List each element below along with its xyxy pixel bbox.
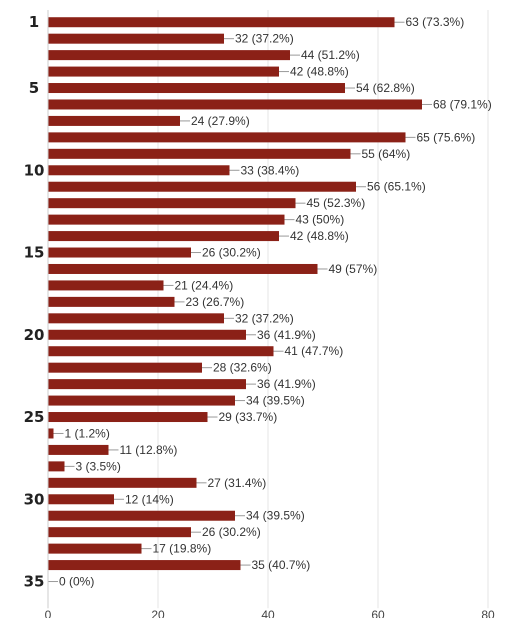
bar [48,115,180,126]
y-tick-label: 20 [24,326,45,344]
data-label: 23 (26.7%) [186,295,245,309]
data-label: 17 (19.8%) [153,542,212,556]
bar [48,165,230,176]
bar [48,83,345,94]
data-label: 42 (48.8%) [290,65,349,79]
bar [48,477,197,488]
data-label: 36 (41.9%) [257,328,316,342]
y-tick-label: 10 [24,161,45,179]
bars [48,17,422,571]
data-labels: 63 (73.3%) 32 (37.2%) 44 (51.2%) 42 (48.8%)… [48,15,492,589]
bar [48,543,142,554]
y-tick-label: 30 [24,490,45,508]
bar [48,247,191,258]
data-label: 45 (52.3%) [307,196,366,210]
bar [48,379,246,390]
bar [48,181,356,192]
x-tick-label: 60 [371,608,385,618]
bar [48,198,296,209]
bar [48,132,406,143]
bar [48,263,318,274]
x-axis-tick-labels: 0 20 40 60 80 [45,608,495,618]
bar [48,395,235,406]
data-label: 54 (62.8%) [356,81,415,95]
y-tick-label: 5 [29,79,39,97]
data-label: 43 (50%) [296,213,345,227]
data-label: 24 (27.9%) [191,114,250,128]
bar [48,214,285,225]
data-label: 68 (79.1%) [433,97,492,111]
data-label: 35 (40.7%) [252,558,311,572]
bar [48,296,175,307]
x-tick-label: 0 [45,608,52,618]
bar [48,444,109,455]
bar [48,428,54,439]
bar [48,461,65,472]
bar [48,33,224,44]
bar [48,346,274,357]
bar [48,99,422,110]
bar [48,148,351,159]
data-label: 63 (73.3%) [406,15,465,29]
data-label: 34 (39.5%) [246,509,305,523]
bar [48,280,164,291]
bar [48,50,290,61]
data-label: 29 (33.7%) [219,410,278,424]
y-tick-label: 35 [24,573,45,591]
data-label: 27 (31.4%) [208,476,267,490]
bar [48,510,235,521]
data-label: 28 (32.6%) [213,361,272,375]
data-label: 26 (30.2%) [202,246,261,260]
bar [48,527,191,538]
y-tick-label: 25 [24,408,45,426]
data-label: 32 (37.2%) [235,32,294,46]
x-tick-label: 80 [481,608,495,618]
bar [48,17,395,28]
y-tick-label: 1 [29,13,39,31]
data-label: 65 (75.6%) [417,130,476,144]
y-tick-label: 15 [24,244,45,262]
data-label: 55 (64%) [362,147,411,161]
x-tick-label: 40 [261,608,275,618]
data-label: 33 (38.4%) [241,163,300,177]
data-label: 12 (14%) [125,492,174,506]
data-label: 41 (47.7%) [285,344,344,358]
data-label: 26 (30.2%) [202,525,261,539]
x-tick-label: 20 [151,608,165,618]
data-label: 36 (41.9%) [257,377,316,391]
bar [48,231,279,242]
bar [48,313,224,324]
data-label: 42 (48.8%) [290,229,349,243]
bar [48,560,241,571]
data-label: 21 (24.4%) [175,278,234,292]
data-label: 0 (0%) [59,575,94,589]
data-label: 49 (57%) [329,262,378,276]
data-label: 11 (12.8%) [120,443,178,457]
bar [48,412,208,423]
data-label: 56 (65.1%) [367,180,426,194]
bar [48,494,114,505]
data-label: 3 (3.5%) [76,459,121,473]
bar [48,329,246,340]
data-label: 32 (37.2%) [235,311,294,325]
data-label: 34 (39.5%) [246,394,305,408]
bar [48,66,279,77]
data-label: 44 (51.2%) [301,48,360,62]
bar [48,362,202,373]
data-label: 1 (1.2%) [65,426,110,440]
